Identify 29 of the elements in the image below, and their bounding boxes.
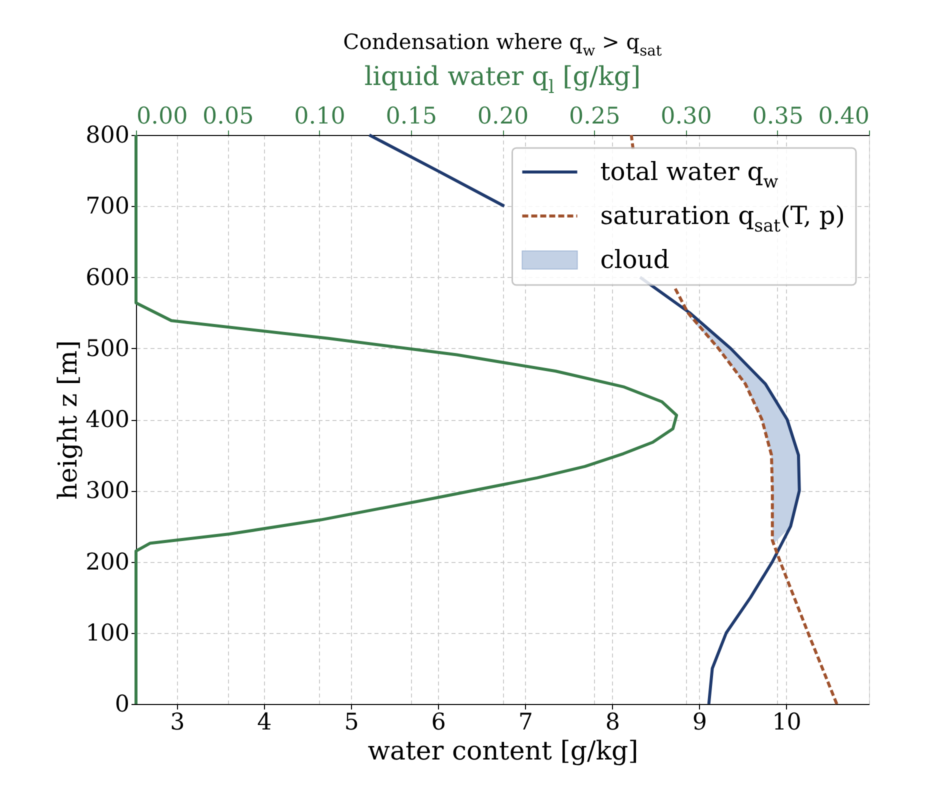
x2-tick-label: 0.20: [477, 104, 529, 130]
y-tick-label: 800: [86, 122, 130, 148]
y-axis-title: height z [m]: [54, 340, 84, 500]
y-tick-label: 100: [86, 620, 130, 646]
x-axis-title: water content [g/kg]: [368, 736, 638, 766]
x2-tick-label: 0.15: [386, 104, 437, 130]
x-tick-label: 8: [605, 710, 620, 736]
y-tick-label: 200: [86, 549, 130, 576]
x2-tick-label: 0.05: [202, 104, 254, 130]
y-tick-label: 300: [86, 478, 130, 504]
x2-tick-label: 0.00: [136, 104, 188, 130]
x-tick-label: 6: [431, 710, 446, 736]
x2-tick-label: 0.35: [752, 104, 804, 130]
y-tick-label: 700: [86, 194, 130, 220]
x-tick-label: 3: [170, 710, 185, 736]
y-tick-label: 400: [86, 407, 130, 433]
x2-tick-label: 0.10: [294, 104, 346, 130]
x2-tick-label: 0.30: [660, 104, 712, 130]
x-tick-label: 7: [518, 710, 533, 736]
y-tick-label: 0: [114, 692, 130, 718]
x-tick-label: 9: [692, 710, 708, 736]
x2-tick-label: 0.25: [569, 104, 620, 130]
x-tick-label: 10: [772, 710, 802, 736]
x2-tick-label: 0.40: [818, 104, 870, 130]
y-tick-label: 600: [86, 264, 130, 291]
legend-label: cloud: [600, 245, 670, 274]
x-tick-label: 5: [344, 710, 359, 736]
x-tick-label: 4: [257, 710, 272, 736]
y-tick-label: 500: [86, 336, 130, 362]
